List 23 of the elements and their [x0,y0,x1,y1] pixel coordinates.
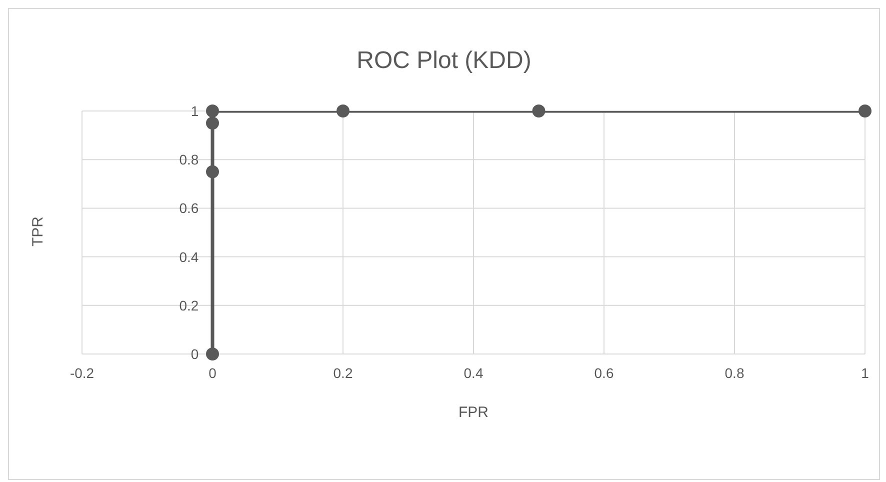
x-tick-label: -0.2 [70,364,94,381]
x-tick-label: 0.4 [464,364,484,381]
y-tick-label: 0 [190,346,199,362]
x-tick-label: 1 [861,364,870,381]
x-tick-label: 0.8 [724,364,744,381]
point [206,116,219,130]
point [336,104,350,118]
point [206,165,219,178]
x-tick-label: 0.6 [594,364,614,381]
point [206,104,219,118]
y-tick-label: 0.6 [179,200,199,216]
y-axis-title: TPR [30,216,46,246]
point [532,104,546,118]
chart-title: ROC Plot (KDD) [356,47,532,75]
point [206,348,219,360]
x-tick-label: 0 [208,364,217,381]
x-axis-title: FPR [458,404,489,421]
x-tick-label: 0.2 [333,364,353,381]
y-tick-label: 0.8 [179,152,199,168]
y-tick-label: 1 [190,103,199,119]
y-tick-label: 0.4 [179,248,199,265]
y-tick-label: 0.2 [179,297,199,314]
point [858,104,872,118]
